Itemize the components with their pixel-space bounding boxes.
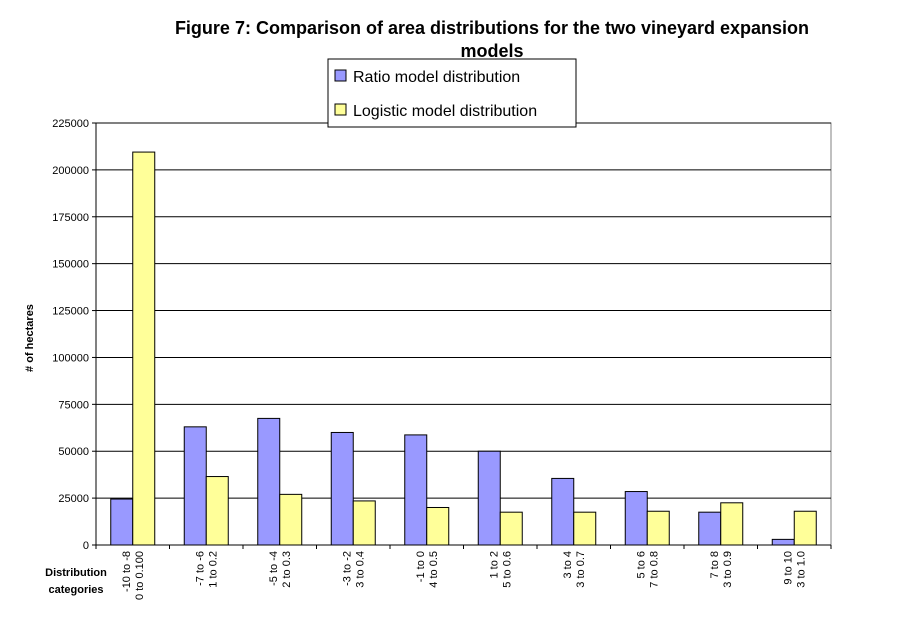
legend-swatch-ratio <box>334 69 347 82</box>
y-tick-label: 225000 <box>52 118 89 130</box>
y-tick-label: 25000 <box>58 493 89 505</box>
x-tick-label: 5 to 6 <box>635 551 647 579</box>
x-tick-label: 1 to 2 <box>488 551 500 579</box>
y-tick-label: 125000 <box>52 306 89 318</box>
x-tick-label: 4 to 0.5 <box>428 551 440 588</box>
bar-logistic-9 <box>793 510 817 546</box>
x-tick-label: -10 to -8 <box>121 551 133 592</box>
y-tick-label: 175000 <box>52 212 89 224</box>
bar-ratio-7 <box>624 491 648 546</box>
x-tick-label: 2 to 0.3 <box>281 551 293 588</box>
bar-ratio-8 <box>698 511 722 546</box>
bar-ratio-4 <box>404 434 428 546</box>
bar-logistic-0 <box>132 151 156 546</box>
x-tick-label: 3 to 1.0 <box>795 551 807 588</box>
x-tick-label: 1 to 0.2 <box>207 551 219 588</box>
bar-ratio-3 <box>330 431 354 546</box>
y-tick-label: 50000 <box>58 446 89 458</box>
x-axis-label-line2: categories <box>48 584 103 596</box>
x-tick-label: -5 to -4 <box>268 551 280 586</box>
legend-label-logistic: Logistic model distribution <box>353 103 537 120</box>
bar-logistic-4 <box>426 506 450 546</box>
y-tick-label: 100000 <box>52 352 89 364</box>
bar-logistic-5 <box>499 511 523 546</box>
x-tick-label: 3 to 4 <box>562 551 574 579</box>
bar-logistic-1 <box>205 476 229 546</box>
bar-logistic-3 <box>352 500 376 546</box>
bar-ratio-6 <box>551 477 575 546</box>
bar-logistic-2 <box>279 493 303 546</box>
bars <box>110 151 817 546</box>
x-tick-label: -7 to -6 <box>194 551 206 586</box>
y-axis-label: # of hectares <box>24 304 36 372</box>
y-tick-label: 150000 <box>52 259 89 271</box>
y-ticks: 0 25000 50000 75000 100000 125000 150000 175000… <box>52 118 96 552</box>
bar-ratio-9 <box>771 538 795 546</box>
bar-ratio-5 <box>477 450 501 546</box>
x-tick-label: -1 to 0 <box>415 551 427 582</box>
bar-ratio-0 <box>110 498 134 546</box>
x-tick-label: 7 to 0.8 <box>648 551 660 588</box>
y-tick-label: 200000 <box>52 165 89 177</box>
chart-title-line2: models <box>460 41 523 61</box>
bar-logistic-8 <box>720 502 744 546</box>
bar-logistic-6 <box>573 511 597 546</box>
legend-box <box>327 58 577 128</box>
bar-ratio-2 <box>257 417 281 546</box>
x-tick-label: 3 to 0.7 <box>575 551 587 588</box>
x-tick-label: 0 to 0.100 <box>134 551 146 600</box>
x-tick-label: 7 to 8 <box>709 551 721 579</box>
y-tick-label: 0 <box>83 540 89 552</box>
x-axis-label-line1: Distribution <box>45 567 107 579</box>
plot-area <box>95 122 832 546</box>
legend: Ratio model distribution Logistic model … <box>327 58 577 128</box>
x-tick-label: 3 to 0.4 <box>354 551 366 588</box>
chart-title-line1: Figure 7: Comparison of area distributio… <box>175 18 809 38</box>
x-tick-label: 9 to 10 <box>782 551 794 585</box>
x-tick-label: 3 to 0.9 <box>722 551 734 588</box>
x-tick-label: 5 to 0.6 <box>501 551 513 588</box>
y-tick-label: 75000 <box>58 399 89 411</box>
x-tick-label: -3 to -2 <box>341 551 353 586</box>
legend-swatch-logistic <box>334 103 347 116</box>
legend-label-ratio: Ratio model distribution <box>353 69 520 86</box>
x-ticks: -10 to -8 0 to 0.100 -7 to -6 1 to 0.2 -5 to… <box>95 545 832 600</box>
bar-ratio-1 <box>183 426 207 546</box>
bar-logistic-7 <box>646 510 670 546</box>
